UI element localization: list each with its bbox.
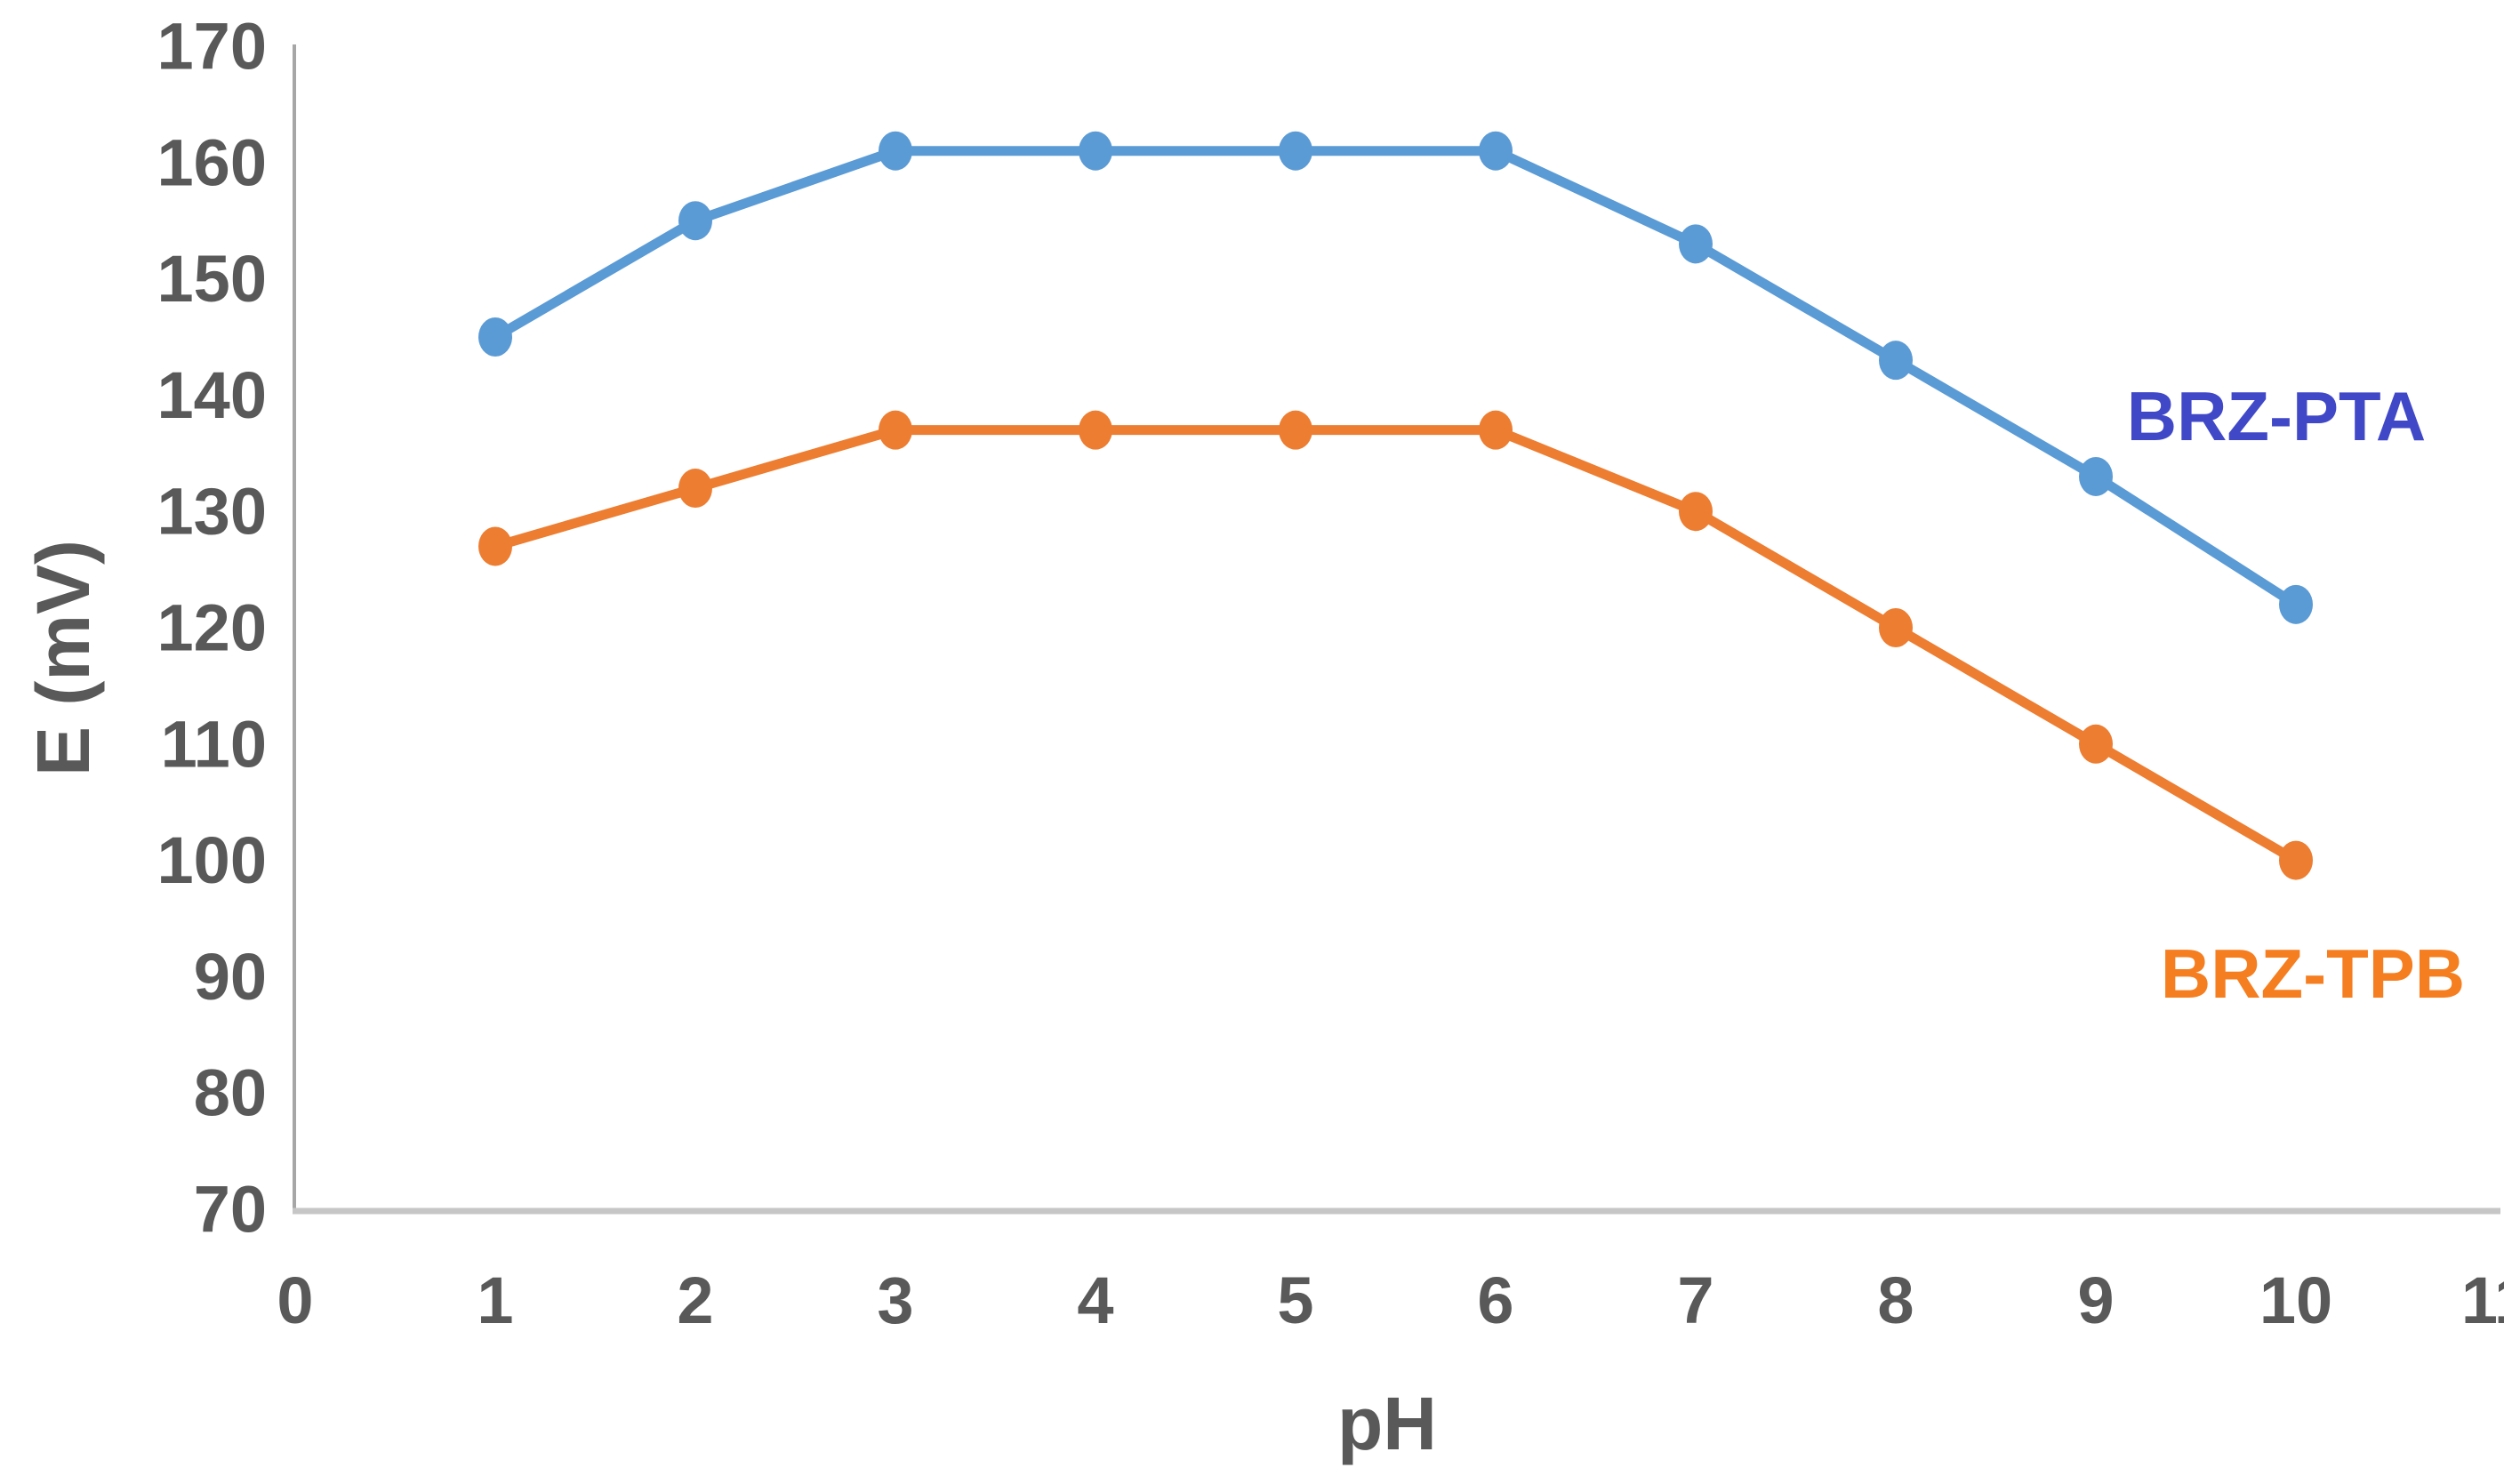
series-label-brz-pta: BRZ-PTA xyxy=(2127,377,2427,455)
y-tick-label-170: 170 xyxy=(157,10,267,84)
y-tick-label-90: 90 xyxy=(194,940,267,1014)
y-tick-label-130: 130 xyxy=(157,475,267,549)
x-tick-label-9: 9 xyxy=(2077,1263,2114,1337)
data-point-BRZ-PTA-pH9 xyxy=(2079,456,2113,496)
data-point-BRZ-TPB-pH3 xyxy=(879,410,912,450)
data-point-BRZ-PTA-pH1 xyxy=(478,317,512,357)
x-tick-label-3: 3 xyxy=(877,1263,913,1337)
y-tick-label-140: 140 xyxy=(157,358,267,432)
series-line-BRZ-TPB xyxy=(494,425,2299,865)
x-tick-label-1: 1 xyxy=(477,1263,513,1337)
y-tick-label-120: 120 xyxy=(157,591,267,665)
y-tick-label-150: 150 xyxy=(157,242,267,316)
data-point-BRZ-TPB-pH8 xyxy=(1879,608,1913,647)
x-tick-label-10: 10 xyxy=(2259,1263,2332,1337)
y-tick-label-80: 80 xyxy=(194,1056,267,1130)
data-point-BRZ-PTA-pH2 xyxy=(678,201,712,241)
data-point-BRZ-PTA-pH10 xyxy=(2279,584,2313,624)
y-tick-label-70: 70 xyxy=(194,1173,267,1247)
data-point-BRZ-TPB-pH2 xyxy=(678,469,712,509)
data-point-BRZ-PTA-pH7 xyxy=(1679,224,1713,264)
data-point-BRZ-TPB-pH5 xyxy=(1279,410,1312,450)
data-point-BRZ-PTA-pH8 xyxy=(1879,341,1913,381)
data-point-BRZ-TPB-pH4 xyxy=(1079,410,1112,450)
x-tick-label-6: 6 xyxy=(1477,1263,1513,1337)
data-point-BRZ-PTA-pH6 xyxy=(1479,131,1513,171)
y-tick-label-160: 160 xyxy=(157,125,267,199)
tick-labels-layer: 170 160 150 140 130 120 110 100 90 80 700 1 2 3 4 5 6 7 8 9… xyxy=(157,10,2504,1338)
y-tick-label-110: 110 xyxy=(161,707,267,781)
data-point-BRZ-TPB-pH6 xyxy=(1479,410,1513,450)
y-tick-label-100: 100 xyxy=(157,823,267,897)
y-axis-title: E (mV) xyxy=(21,540,105,776)
series-line-BRZ-PTA xyxy=(493,146,2299,609)
axes-layer xyxy=(293,44,2500,1215)
x-tick-label-2: 2 xyxy=(677,1263,713,1337)
x-axis-title: pH xyxy=(1337,1382,1437,1465)
data-point-BRZ-TPB-pH10 xyxy=(2279,840,2313,880)
data-point-BRZ-TPB-pH1 xyxy=(478,526,512,566)
x-tick-label-5: 5 xyxy=(1277,1263,1313,1337)
x-tick-label-8: 8 xyxy=(1877,1263,1914,1337)
x-tick-label-7: 7 xyxy=(1677,1263,1713,1337)
series-layer xyxy=(478,131,2313,880)
data-point-BRZ-PTA-pH4 xyxy=(1079,131,1112,171)
x-tick-label-4: 4 xyxy=(1077,1263,1113,1337)
x-tick-label-0: 0 xyxy=(277,1263,313,1337)
data-point-BRZ-PTA-pH5 xyxy=(1279,131,1312,171)
data-point-BRZ-TPB-pH9 xyxy=(2079,724,2113,764)
data-point-BRZ-TPB-pH7 xyxy=(1679,492,1713,532)
series-label-brz-tpb: BRZ-TPB xyxy=(2161,935,2465,1013)
data-point-BRZ-PTA-pH3 xyxy=(879,131,912,171)
x-tick-label-11: 11 xyxy=(2461,1263,2504,1337)
